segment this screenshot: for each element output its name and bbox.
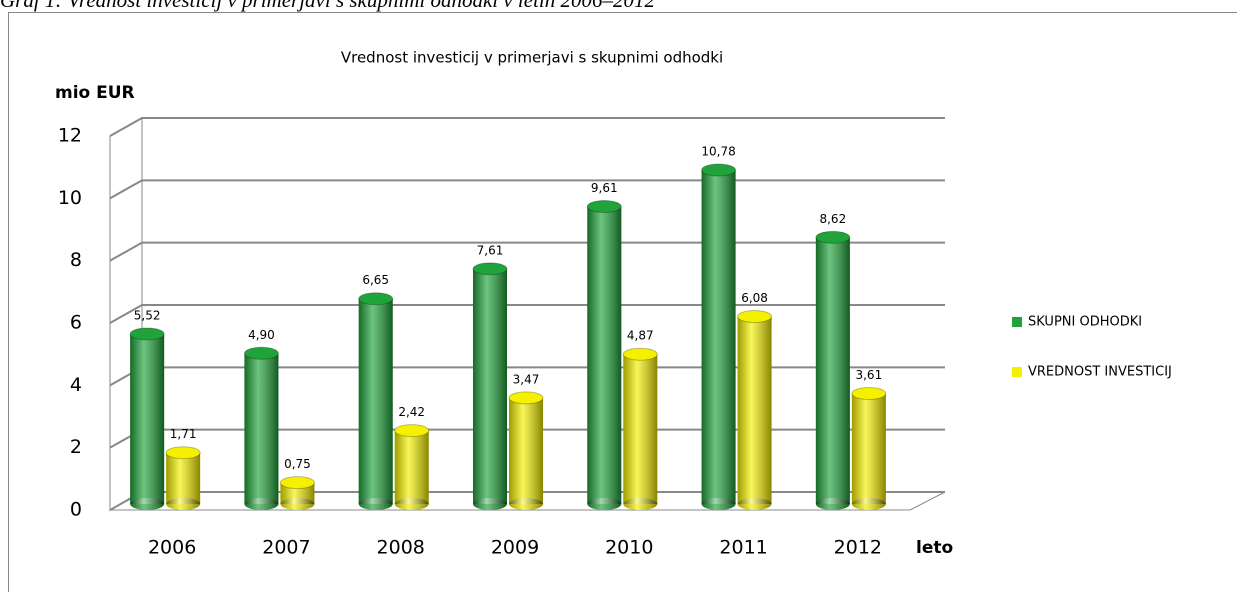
bar-base-shade — [394, 498, 429, 510]
bar-base-shade — [815, 498, 850, 510]
legend-label: SKUPNI ODHODKI — [1028, 315, 1142, 330]
data-label: 7,61 — [477, 243, 504, 257]
x-tick-label: 2007 — [262, 537, 310, 559]
bar-top — [394, 424, 430, 438]
caption: Graf 1: Vrednost investicij v primerjavi… — [0, 0, 655, 12]
bar-top — [472, 262, 508, 276]
bar-shade — [130, 333, 165, 504]
bar-base-shade — [358, 498, 393, 510]
data-label: 2,42 — [398, 405, 425, 419]
grid-line — [109, 241, 945, 262]
data-label: 4,90 — [248, 328, 275, 342]
y-tick-label: 4 — [70, 374, 82, 396]
grid-line — [109, 117, 945, 137]
bar-base-shade — [244, 498, 279, 510]
grid-line — [109, 304, 945, 324]
x-tick-label: 2012 — [834, 537, 882, 559]
data-label: 3,47 — [513, 372, 540, 386]
grid-line — [109, 179, 945, 200]
x-tick-label: 2006 — [148, 537, 196, 559]
bar-shade — [701, 170, 736, 505]
x-axis-label: leto — [916, 538, 953, 558]
bar-base-shade — [509, 498, 543, 510]
bar-base-shade — [737, 498, 772, 510]
bar-top — [358, 292, 394, 306]
bar-base-shade — [473, 498, 507, 510]
bar-top — [851, 386, 887, 400]
y-tick-label: 6 — [70, 312, 82, 334]
bar-shade — [851, 393, 886, 504]
data-label: 3,61 — [855, 368, 882, 382]
bar-shade — [473, 268, 507, 504]
bar-shade — [623, 354, 658, 504]
data-label: 1,71 — [170, 427, 197, 441]
bar-shade — [815, 237, 850, 505]
bar-shade — [587, 206, 622, 504]
bar-top — [701, 163, 737, 177]
bar-shade — [244, 353, 279, 504]
bar-base-shade — [166, 498, 201, 510]
y-tick-label: 10 — [58, 187, 82, 209]
bar-base-shade — [280, 498, 315, 510]
bar-top — [243, 346, 279, 360]
bar-top — [279, 476, 315, 490]
bar-top — [129, 327, 165, 341]
bar-base-shade — [701, 498, 736, 510]
chart-title: Vrednost investicij v primerjavi s skupn… — [341, 49, 723, 67]
x-tick-label: 2008 — [377, 537, 425, 559]
y-tick-label: 0 — [70, 499, 82, 521]
bar-base-shade — [623, 498, 658, 510]
bar-shade — [280, 482, 315, 504]
x-tick-label: 2010 — [605, 537, 653, 559]
bar-top — [508, 391, 544, 405]
bar-shade — [737, 316, 772, 504]
y-axis-label: mio EUR — [55, 83, 135, 103]
data-label: 9,61 — [591, 181, 618, 195]
legend-swatch — [1012, 367, 1022, 377]
bar-top — [622, 347, 658, 361]
data-label: 10,78 — [701, 145, 735, 159]
bar-base-shade — [587, 498, 622, 510]
bar-top — [586, 199, 622, 213]
legend-swatch — [1012, 317, 1022, 327]
y-tick-label: 2 — [70, 436, 82, 458]
data-label: 6,08 — [741, 291, 768, 305]
x-tick-label: 2009 — [491, 537, 539, 559]
bar-shade — [358, 298, 393, 504]
data-label: 0,75 — [284, 457, 311, 471]
bar-top — [165, 446, 201, 460]
bar-base-shade — [130, 498, 165, 510]
y-tick-label: 8 — [70, 249, 82, 271]
bar-base-shade — [851, 498, 886, 510]
data-label: 6,65 — [362, 273, 389, 287]
legend-label: VREDNOST INVESTICIJ — [1028, 365, 1172, 380]
x-tick-label: 2011 — [719, 537, 767, 559]
bar-top — [815, 230, 851, 244]
y-tick-label: 12 — [58, 125, 82, 147]
data-label: 8,62 — [819, 212, 846, 226]
bar-shade — [166, 452, 201, 504]
bar-shade — [509, 397, 543, 504]
bar-top — [737, 310, 773, 324]
data-label: 4,87 — [627, 329, 654, 343]
data-label: 5,52 — [134, 308, 161, 322]
chart-border — [8, 12, 1237, 592]
bar-shade — [394, 430, 429, 504]
